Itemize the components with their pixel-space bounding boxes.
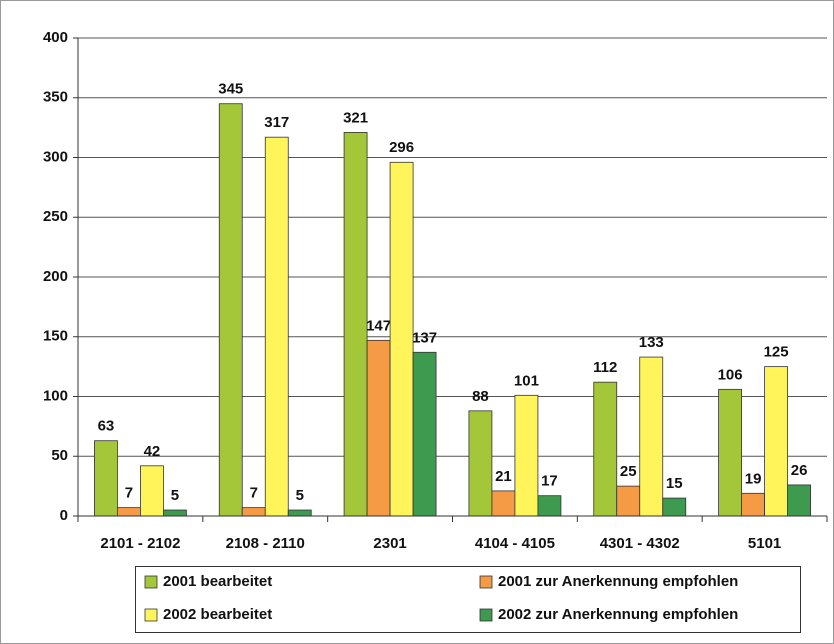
bar (616, 485, 641, 517)
value-label: 25 (620, 463, 637, 480)
legend-box (135, 566, 801, 633)
bar (117, 507, 141, 517)
bar (764, 366, 788, 517)
x-tick-label: 4104 - 4105 (475, 535, 555, 552)
y-tick-label: 350 (43, 89, 68, 106)
value-label: 17 (541, 473, 558, 490)
bar (491, 490, 516, 517)
y-tick-label: 250 (43, 208, 68, 225)
bar (218, 103, 243, 517)
value-label: 101 (514, 372, 539, 389)
value-label: 15 (666, 475, 683, 492)
value-label: 21 (495, 468, 512, 485)
bar (343, 132, 368, 517)
value-label: 296 (389, 139, 414, 156)
legend-swatch (144, 575, 158, 589)
legend-label: 2001 bearbeitet (163, 573, 272, 590)
bar (140, 465, 164, 517)
bar (241, 507, 266, 517)
legend-swatch (479, 608, 493, 622)
y-tick-label: 150 (43, 328, 68, 345)
value-label: 7 (250, 485, 258, 502)
bar (389, 161, 414, 517)
legend-label: 2001 zur Anerkennung empfohlen (498, 573, 738, 590)
value-label: 106 (718, 366, 743, 383)
value-label: 26 (791, 462, 808, 479)
value-label: 88 (472, 388, 489, 405)
value-label: 133 (639, 334, 664, 351)
bar (787, 484, 811, 517)
legend-label: 2002 zur Anerkennung empfohlen (498, 606, 738, 623)
x-tick-label: 2101 - 2102 (100, 535, 180, 552)
bar (287, 509, 312, 517)
value-label: 147 (366, 317, 391, 334)
bar (662, 497, 687, 517)
bar (163, 509, 187, 517)
bar (366, 339, 391, 517)
x-tick-label: 2108 - 2110 (226, 535, 305, 552)
value-label: 42 (144, 443, 161, 460)
bar (94, 440, 118, 517)
value-label: 345 (218, 81, 243, 98)
bar (741, 492, 765, 517)
bar (593, 381, 618, 517)
value-label: 63 (98, 418, 115, 435)
value-label: 5 (171, 487, 179, 504)
y-tick-label: 400 (43, 29, 68, 46)
bar (718, 388, 742, 517)
bar (537, 495, 562, 517)
x-tick-label: 5101 (748, 535, 781, 552)
bar (639, 356, 664, 517)
value-label: 317 (264, 114, 289, 131)
value-label: 137 (412, 329, 437, 346)
value-label: 125 (764, 344, 789, 361)
y-tick-label: 300 (43, 148, 68, 165)
bar (514, 394, 539, 517)
value-label: 5 (296, 487, 304, 504)
value-label: 112 (593, 359, 617, 376)
x-tick-label: 2301 (373, 535, 406, 552)
value-label: 19 (745, 470, 762, 487)
y-tick-label: 100 (43, 387, 68, 404)
bar (264, 136, 289, 517)
bar (412, 351, 437, 517)
value-label: 321 (343, 109, 368, 126)
legend-swatch (479, 575, 493, 589)
y-tick-label: 200 (43, 268, 68, 285)
legend-swatch (144, 608, 158, 622)
value-label: 7 (125, 485, 133, 502)
legend-label: 2002 bearbeitet (163, 606, 272, 623)
y-tick-label: 0 (60, 507, 68, 524)
bar (468, 410, 493, 517)
x-tick-label: 4301 - 4302 (600, 535, 680, 552)
y-tick-label: 50 (51, 447, 68, 464)
